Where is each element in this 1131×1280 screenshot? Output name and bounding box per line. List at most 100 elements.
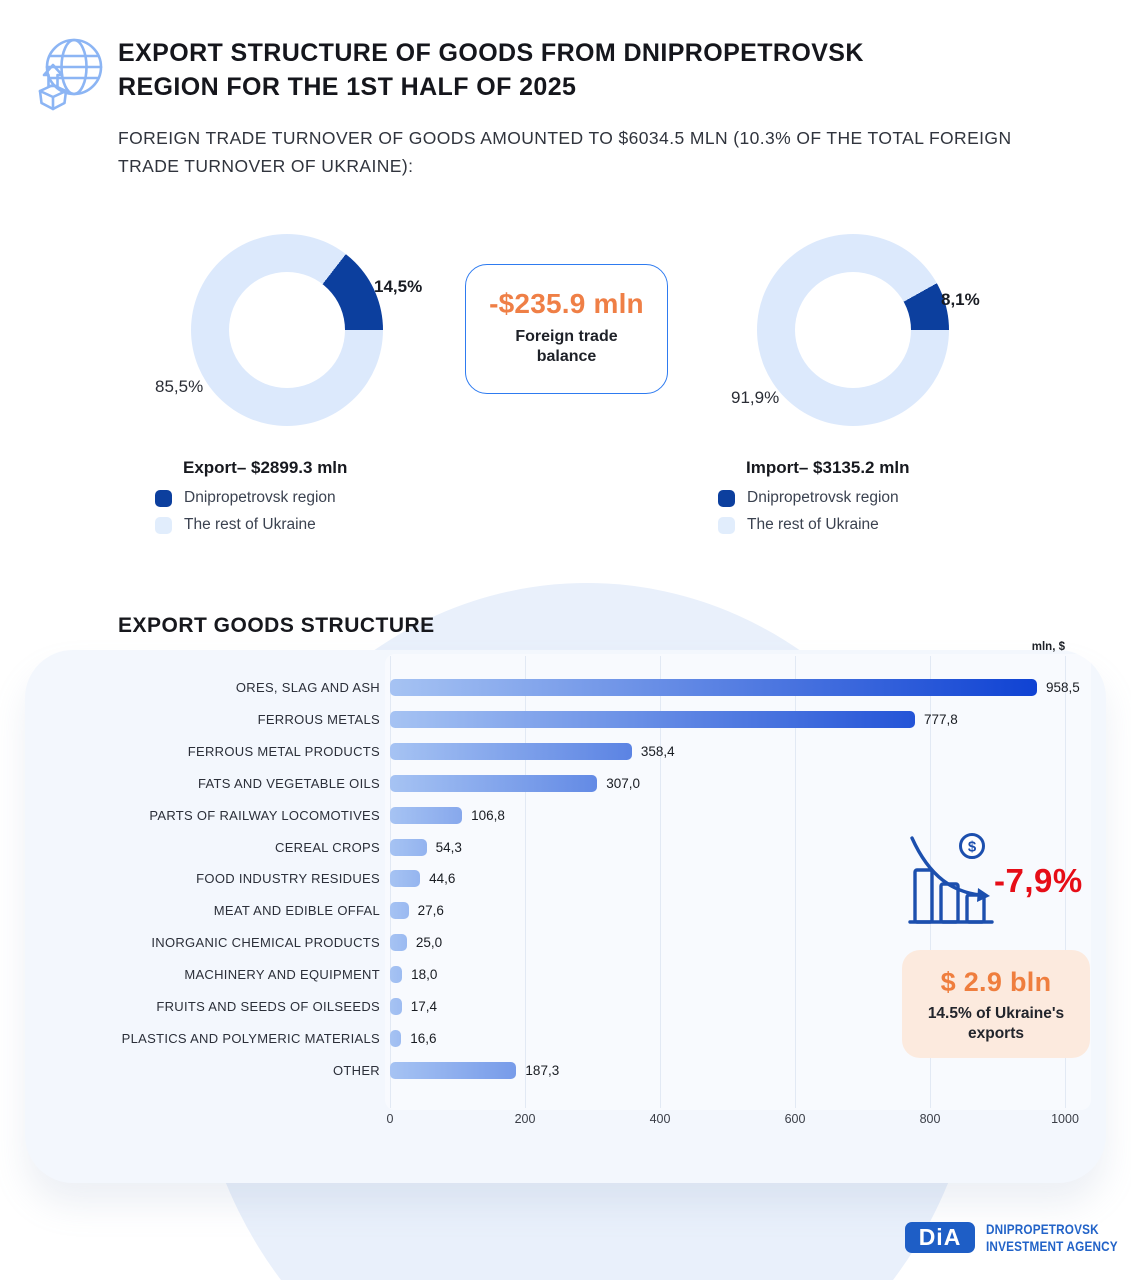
- export-region-percent-label: 14,5%: [374, 277, 423, 296]
- page-title-line1: EXPORT STRUCTURE OF GOODS FROM DNIPROPET…: [118, 39, 864, 67]
- export-legend-title: Export– $2899.3 mln: [183, 458, 348, 477]
- balance-label: Foreign trade balance: [515, 328, 618, 365]
- chart-title: EXPORT GOODS STRUCTURE: [118, 614, 435, 637]
- bar: [390, 934, 407, 952]
- bar-category-label: PLASTICS AND POLYMERIC MATERIALS: [121, 1030, 380, 1046]
- bar: [390, 902, 409, 920]
- import-donut-chart: [757, 234, 949, 426]
- bar-row: MEAT AND EDIBLE OFFAL 27,6: [0, 895, 1131, 927]
- gridline: [795, 656, 796, 1108]
- exports-total-value: $ 2.9 bln: [940, 967, 1052, 997]
- bar-category-label: FERROUS METAL PRODUCTS: [187, 744, 380, 760]
- legend-label-rest: The rest of Ukraine: [184, 516, 316, 533]
- bar-value-label: 54,3: [435, 839, 462, 855]
- bar-value-label: 18,0: [411, 967, 438, 983]
- ukraine-exports-share-card: $ 2.9 bln 14.5% of Ukraine's exports: [902, 950, 1090, 1058]
- bar-category-label: MACHINERY AND EQUIPMENT: [184, 967, 380, 983]
- bar-value-label: 777,8: [924, 712, 958, 728]
- svg-text:$: $: [968, 839, 977, 856]
- bar-category-label: CEREAL CROPS: [275, 839, 380, 855]
- bar-category-label: FOOD INDUSTRY RESIDUES: [196, 871, 380, 887]
- bar-row: FOOD INDUSTRY RESIDUES 44,6: [0, 863, 1131, 895]
- x-tick-label: 0: [386, 1112, 394, 1126]
- bar-row: FRUITS AND SEEDS OF OILSEEDS 17,4: [0, 990, 1131, 1022]
- bar: [390, 966, 403, 984]
- chart-panel-background: [25, 650, 1106, 1183]
- region-swatch: [718, 489, 735, 507]
- import-legend: Import– $3135.2 mln Dnipropetrovsk regio…: [718, 458, 1038, 534]
- bar-row: INORGANIC CHEMICAL PRODUCTS 25,0: [0, 927, 1131, 959]
- bar-value-label: 958,5: [1045, 680, 1080, 696]
- bar-value-label: 25,0: [415, 935, 443, 951]
- import-legend-title: Import– $3135.2 mln: [746, 458, 910, 477]
- export-globe-icon: [38, 38, 103, 111]
- agency-name-line1: DNIPROPETROVSK: [986, 1221, 1099, 1237]
- bar-row: FATS AND VEGETABLE OILS 307,0: [0, 768, 1131, 800]
- arrow-head: [977, 888, 990, 902]
- x-tick-label: 1000: [1051, 1112, 1079, 1126]
- bar: [390, 679, 1037, 697]
- foreign-trade-balance-card: -$235.9 mln Foreign trade balance: [465, 264, 668, 394]
- legend-item-rest: The rest of Ukraine: [718, 516, 1038, 534]
- bar-row: FERROUS METALS 777,8: [0, 704, 1131, 736]
- bar-category-label: INORGANIC CHEMICAL PRODUCTS: [151, 935, 380, 951]
- page-subtitle: FOREIGN TRADE TURNOVER OF GOODS AMOUNTED…: [118, 124, 1011, 180]
- bar-row: CEREAL CROPS 54,3: [0, 831, 1131, 863]
- import-region-percent-label: 8,1%: [941, 290, 980, 309]
- legend-label-region: Dnipropetrovsk region: [747, 489, 899, 506]
- bar-category-label: FATS AND VEGETABLE OILS: [198, 775, 380, 791]
- bar: [390, 774, 598, 792]
- chart-unit-label: mln, $: [1031, 641, 1065, 653]
- bar: [390, 711, 915, 729]
- export-donut-chart: [191, 234, 383, 426]
- page-title-line2: REGION FOR THE 1ST HALF OF 2025: [118, 73, 577, 101]
- bar: [390, 997, 402, 1015]
- bar: [390, 870, 421, 888]
- bar-row: PLASTICS AND POLYMERIC MATERIALS 16,6: [0, 1022, 1131, 1054]
- bar-row: MACHINERY AND EQUIPMENT 18,0: [0, 959, 1131, 991]
- export-rest-percent-label: 85,5%: [155, 377, 204, 396]
- legend-item-region: Dnipropetrovsk region: [718, 489, 1038, 507]
- bar-row: ORES, SLAG AND ASH 958,5: [0, 672, 1131, 704]
- bar: [390, 1061, 517, 1079]
- gridline: [1065, 656, 1066, 1108]
- export-decline-percent: -7,9%: [994, 862, 1083, 899]
- bar-value-label: 307,0: [606, 775, 641, 791]
- bar-category-label: FERROUS METALS: [257, 712, 380, 728]
- bar: [390, 1029, 402, 1047]
- bar-category-label: OTHER: [333, 1062, 380, 1078]
- rest-swatch: [718, 516, 735, 534]
- bar-row: OTHER 187,3: [0, 1054, 1131, 1086]
- gridline: [525, 656, 526, 1108]
- exports-share-caption: 14.5% of Ukraine's exports: [927, 1005, 1065, 1042]
- balance-value: -$235.9 mln: [489, 288, 644, 319]
- page-subtitle-line1: FOREIGN TRADE TURNOVER OF GOODS AMOUNTED…: [118, 128, 1012, 148]
- bar-category-label: PARTS OF RAILWAY LOCOMOTIVES: [149, 807, 380, 823]
- bar-category-label: ORES, SLAG AND ASH: [235, 680, 380, 696]
- bar-category-label: FRUITS AND SEEDS OF OILSEEDS: [156, 998, 380, 1014]
- agency-name: DNIPROPETROVSK INVESTMENT AGENCY: [986, 1221, 1118, 1255]
- bar: [390, 838, 427, 856]
- page-title: EXPORT STRUCTURE OF GOODS FROM DNIPROPET…: [118, 36, 864, 104]
- x-tick-label: 200: [514, 1112, 536, 1126]
- bar: [390, 743, 632, 761]
- dia-logo: DiA: [905, 1222, 975, 1253]
- bar-chart: ORES, SLAG AND ASH 958,5 FERROUS METALS 777…: [0, 672, 1131, 1086]
- legend-item-rest: The rest of Ukraine: [155, 516, 475, 534]
- bar-value-label: 44,6: [429, 871, 456, 887]
- page-subtitle-line2: TRADE TURNOVER OF UKRAINE):: [118, 156, 414, 176]
- agency-name-line2: INVESTMENT AGENCY: [986, 1238, 1118, 1254]
- legend-label-region: Dnipropetrovsk region: [184, 489, 336, 506]
- x-tick-label: 400: [649, 1112, 671, 1126]
- rest-swatch: [155, 516, 172, 534]
- gridline: [660, 656, 661, 1108]
- bar-value-label: 17,4: [410, 998, 438, 1014]
- x-tick-label: 800: [919, 1112, 941, 1126]
- bar-row: PARTS OF RAILWAY LOCOMOTIVES 106,8: [0, 799, 1131, 831]
- bar-value-label: 358,4: [640, 744, 675, 760]
- bar-category-label: MEAT AND EDIBLE OFFAL: [213, 903, 380, 919]
- legend-label-rest: The rest of Ukraine: [747, 516, 879, 533]
- bar-value-label: 27,6: [417, 903, 444, 919]
- region-swatch: [155, 489, 172, 507]
